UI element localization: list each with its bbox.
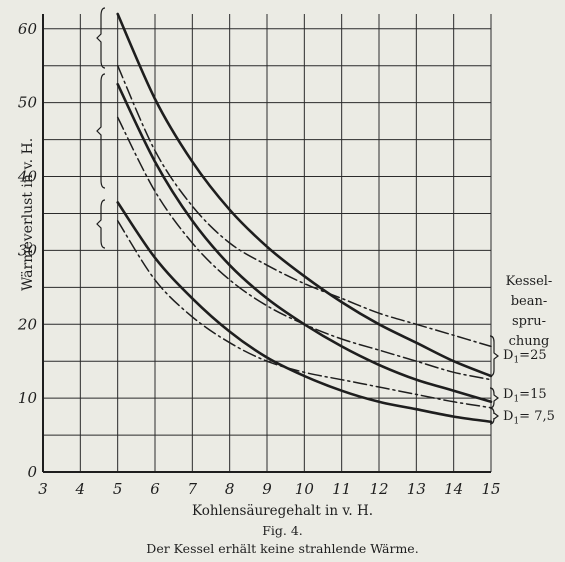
bracket-right-15 (489, 387, 499, 409)
legend-entry-15: D1=15 (503, 387, 547, 405)
legend-title: Kessel- bean- spru- chung (494, 272, 564, 352)
legend-entry-sub: 1 (513, 394, 520, 405)
x-tick-label: 13 (407, 480, 426, 498)
bracket-left-7-5 (96, 199, 106, 249)
dash-dot-curve (116, 116, 492, 381)
brackets (96, 7, 499, 425)
y-tick-label: 40 (17, 168, 38, 186)
legend-entry-suffix: =25 (519, 348, 547, 363)
solid-curve (116, 201, 493, 424)
x-tick-label: 11 (332, 480, 351, 498)
x-tick-label: 14 (444, 480, 463, 498)
y-tick-label: 20 (17, 315, 38, 333)
dash-dot-curve (116, 64, 492, 348)
x-tick-label: 5 (113, 480, 123, 498)
x-tick-label: 15 (481, 480, 500, 498)
y-tick-label: 10 (18, 389, 38, 407)
x-tick-label: 4 (75, 480, 86, 498)
x-tick-label: 6 (150, 480, 160, 498)
x-tick-label: 12 (369, 480, 388, 498)
legend-entry-prefix: D (503, 409, 514, 424)
x-tick-label: 8 (225, 480, 235, 498)
bracket-left-15 (96, 73, 106, 189)
x-tick-label: 7 (188, 480, 198, 498)
legend-entry-sub: 1 (513, 355, 520, 366)
legend-entry-suffix: =15 (519, 387, 547, 402)
legend-title-line: bean- (510, 294, 548, 309)
legend-title-line: spru- (512, 314, 546, 329)
y-tick-label: 30 (18, 241, 38, 259)
figure-caption: Der Kessel erhält keine strahlende Wärme… (146, 541, 419, 556)
x-tick-label: 9 (262, 480, 272, 498)
grid-lines (42, 14, 492, 473)
legend-entry-prefix: D (503, 348, 514, 363)
figure-number: Fig. 4. (262, 523, 303, 538)
bracket-right-7-5 (489, 407, 499, 425)
x-axis-label: Kohlensäuregehalt in v. H. (191, 503, 374, 519)
y-axis-label: Wärmeverlust in v. H. (20, 137, 36, 291)
axes (42, 14, 491, 473)
legend-entry-sub: 1 (513, 416, 520, 427)
bracket-left-25 (96, 7, 106, 69)
x-tick-label: 3 (38, 480, 48, 498)
legend-title-line: chung (508, 334, 550, 349)
series-lines (116, 12, 493, 424)
legend-entry-suffix: = 7,5 (519, 409, 555, 424)
y-tick-label: 50 (18, 94, 38, 112)
legend-entry-25: D1=25 (503, 348, 547, 366)
legend-title-line: Kessel- (505, 274, 553, 289)
tick-labels: 3 4 5 6 7 8 9 10 11 12 13 14 15 0 10 20 30 40 50 60 (17, 20, 501, 498)
legend-entry-prefix: D (503, 387, 514, 402)
y-tick-label: 0 (27, 463, 37, 481)
y-tick-label: 60 (18, 20, 38, 38)
dash-dot-curve (116, 220, 492, 409)
legend-entry-7-5: D1= 7,5 (503, 409, 555, 427)
bracket-right-25 (489, 335, 499, 377)
solid-curve (116, 12, 493, 378)
x-tick-label: 10 (295, 480, 315, 498)
